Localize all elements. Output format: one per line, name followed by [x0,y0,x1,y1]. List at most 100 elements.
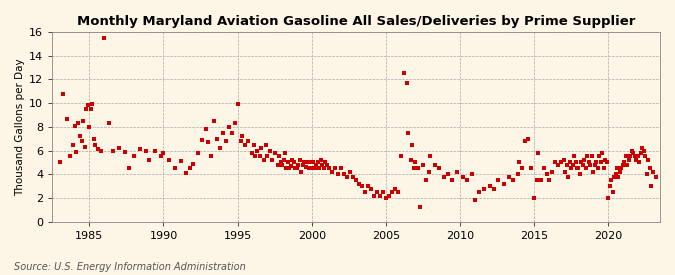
Point [572,166,583,170]
Point [273,154,284,159]
Point [406,158,416,162]
Point [205,154,216,159]
Point [300,165,311,169]
Point [313,160,323,165]
Point [597,151,608,155]
Point [542,172,553,177]
Point [286,164,296,168]
Point [176,159,187,163]
Point [90,142,101,147]
Point [533,151,544,155]
Point [383,193,394,198]
Point [108,148,119,153]
Point [296,170,306,174]
Point [603,196,614,200]
Point [369,193,379,198]
Point [434,166,445,170]
Point [564,160,575,165]
Point [371,190,382,194]
Point [348,174,358,179]
Point [536,178,547,182]
Point [429,163,440,167]
Point [360,190,371,194]
Point [61,116,72,121]
Point [452,170,462,174]
Point [532,178,543,182]
Point [345,170,356,174]
Point [82,103,93,108]
Point [78,119,89,123]
Point [103,121,114,125]
Point [447,178,458,182]
Point [88,136,99,141]
Point [609,174,620,179]
Point [140,148,151,153]
Point [585,163,596,167]
Point [317,163,327,167]
Point [401,81,412,85]
Point [81,107,92,111]
Point [75,134,86,139]
Point [543,178,554,182]
Point [566,166,576,170]
Point [158,151,169,155]
Point [522,136,533,141]
Point [281,166,292,170]
Y-axis label: Thousand Gallons per Day: Thousand Gallons per Day [15,58,25,196]
Point [517,166,528,170]
Point [438,174,449,179]
Point [57,91,68,96]
Point [170,166,181,170]
Point [54,160,65,165]
Point [620,154,631,159]
Point [265,148,275,153]
Point [484,184,495,188]
Point [314,166,325,170]
Point [421,178,431,182]
Point [240,142,250,147]
Point [217,131,228,135]
Point [192,151,203,155]
Point [86,107,97,111]
Point [474,190,485,194]
Point [309,166,320,170]
Point [69,123,80,128]
Point [342,174,352,179]
Point [469,198,480,203]
Point [99,36,109,40]
Point [278,158,289,162]
Point [608,190,618,194]
Point [552,163,563,167]
Point [327,170,338,174]
Point [261,142,271,147]
Point [619,160,630,165]
Point [625,154,636,159]
Point [333,172,344,177]
Point [582,154,593,159]
Point [601,160,612,165]
Point [641,172,652,177]
Point [558,158,569,162]
Point [637,146,647,150]
Point [330,166,341,170]
Point [398,71,409,76]
Point [96,148,107,153]
Point [124,166,135,170]
Point [262,154,273,159]
Point [242,139,253,143]
Point [84,125,95,129]
Point [643,158,653,162]
Point [624,158,634,162]
Point [579,158,590,162]
Point [389,186,400,191]
Point [613,174,624,179]
Point [489,186,500,191]
Point [610,172,621,177]
Point [220,139,231,143]
Point [185,166,196,170]
Point [413,166,424,170]
Point [520,139,531,143]
Point [570,160,581,165]
Point [248,142,259,147]
Point [232,102,243,106]
